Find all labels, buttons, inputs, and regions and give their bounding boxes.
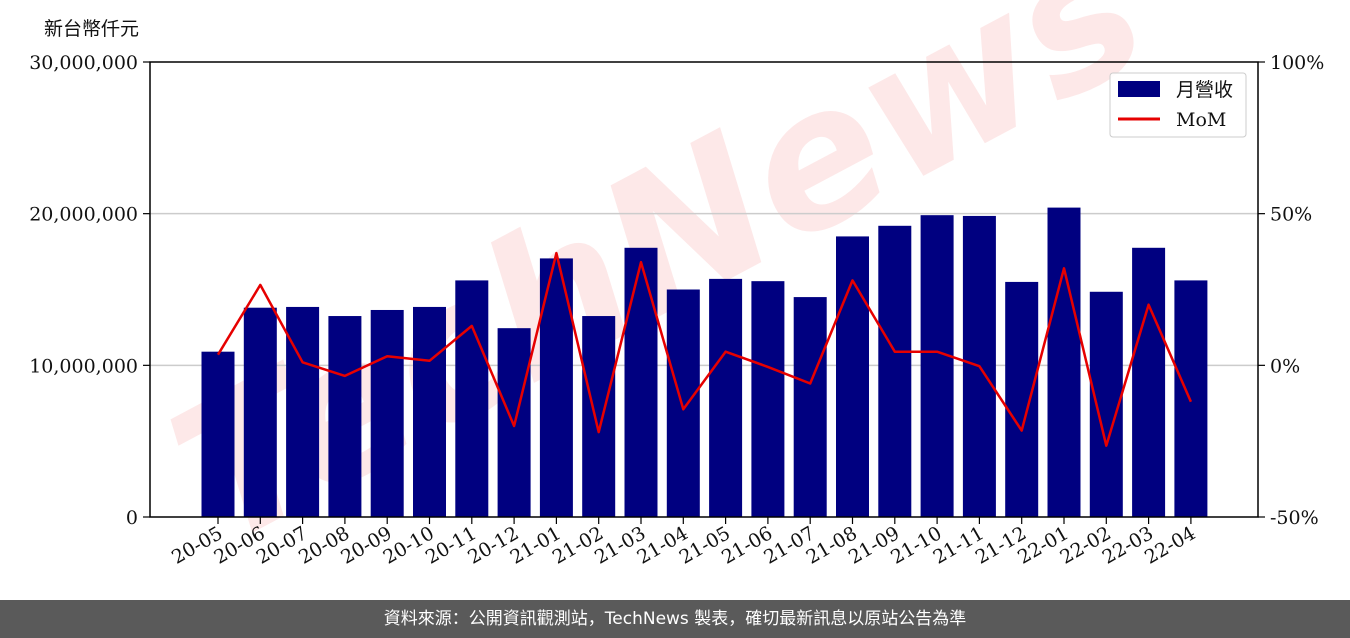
plot-frame: [149, 61, 1259, 518]
left-axis-tick-label: 30,000,000: [29, 52, 138, 74]
revenue-bar: [201, 351, 235, 517]
revenue-bar: [793, 297, 827, 517]
revenue-bar: [328, 316, 362, 517]
revenue-chart: TechNews 010,000,00020,000,00030,000,000…: [29, 0, 1324, 588]
revenue-bar: [243, 307, 277, 517]
left-axis-unit-label: 新台幣仟元: [44, 18, 140, 40]
right-axis-tick-label: 100%: [1270, 52, 1324, 74]
revenue-bar: [666, 289, 700, 517]
legend-label-revenue: 月營收: [1176, 79, 1233, 101]
left-axis-tick-label: 10,000,000: [29, 355, 138, 377]
revenue-bar: [413, 306, 446, 517]
revenue-bar: [751, 281, 785, 517]
legend-swatch-revenue: [1118, 81, 1160, 97]
revenue-bar: [1132, 247, 1166, 517]
right-axis-tick-label: -50%: [1270, 507, 1319, 529]
revenue-bar: [920, 215, 954, 517]
revenue-bar: [836, 236, 869, 517]
revenue-bar: [624, 247, 658, 517]
revenue-bar: [286, 306, 320, 517]
bar-series: [201, 207, 1208, 518]
right-axis-tick-label: 0%: [1270, 355, 1300, 377]
revenue-bar: [1005, 281, 1039, 517]
left-axis-tick-label: 20,000,000: [29, 204, 138, 226]
revenue-bar: [709, 278, 743, 517]
right-axis-tick-label: 50%: [1270, 204, 1312, 226]
revenue-bar: [582, 316, 616, 517]
mom-line: [216, 251, 1193, 447]
revenue-bar: [455, 280, 489, 517]
mom-line-series: [216, 251, 1193, 447]
revenue-bar: [1047, 207, 1081, 517]
footer-source-note: 資料來源：公開資訊觀測站，TechNews 製表，確切最新訊息以原站公告為準: [0, 600, 1350, 638]
revenue-bar: [370, 309, 404, 517]
revenue-bar: [878, 225, 912, 518]
left-axis-tick-label: 0: [126, 507, 138, 529]
legend-label-mom: MoM: [1176, 109, 1226, 131]
legend: 月營收 MoM: [1109, 72, 1247, 138]
